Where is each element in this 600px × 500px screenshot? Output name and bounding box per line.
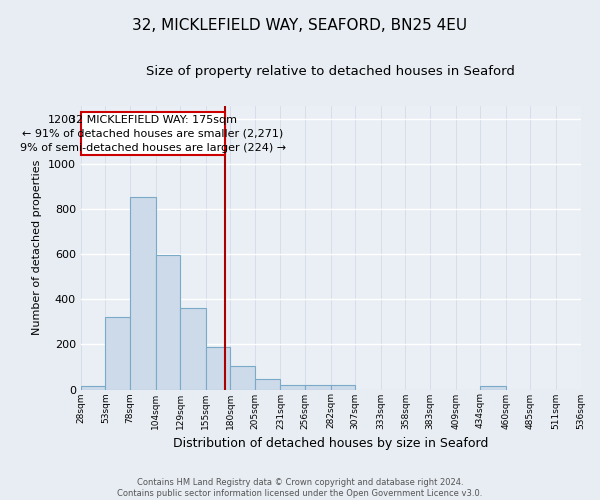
Title: Size of property relative to detached houses in Seaford: Size of property relative to detached ho… [146, 65, 515, 78]
Y-axis label: Number of detached properties: Number of detached properties [32, 160, 42, 335]
Bar [480, 386, 506, 390]
Text: Contains HM Land Registry data © Crown copyright and database right 2024.
Contai: Contains HM Land Registry data © Crown c… [118, 478, 482, 498]
Bar [331, 386, 355, 390]
Bar [230, 366, 255, 390]
Text: 32 MICKLEFIELD WAY: 175sqm
← 91% of detached houses are smaller (2,271)
9% of se: 32 MICKLEFIELD WAY: 175sqm ← 91% of deta… [20, 114, 286, 152]
Bar [106, 318, 130, 390]
Bar [81, 386, 106, 390]
Bar [305, 386, 331, 390]
Bar [81, 112, 226, 155]
Bar [180, 308, 206, 390]
X-axis label: Distribution of detached houses by size in Seaford: Distribution of detached houses by size … [173, 437, 488, 450]
Bar [206, 346, 230, 390]
Bar [155, 256, 180, 390]
Text: 32, MICKLEFIELD WAY, SEAFORD, BN25 4EU: 32, MICKLEFIELD WAY, SEAFORD, BN25 4EU [133, 18, 467, 32]
Bar [280, 386, 305, 390]
Bar [255, 378, 280, 390]
Bar [130, 197, 155, 390]
